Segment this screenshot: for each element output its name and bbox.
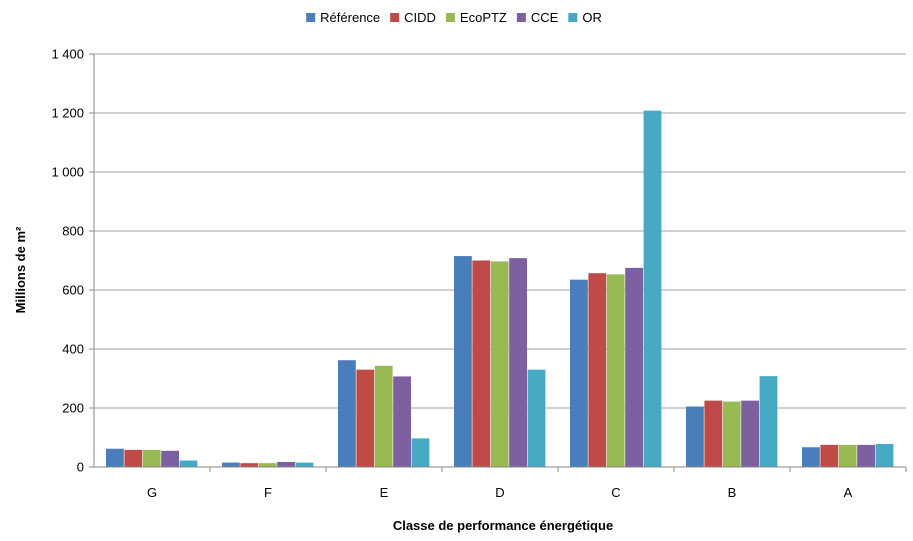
bar-rfrence-b	[686, 406, 704, 467]
legend-label: Référence	[320, 10, 380, 25]
bar-rfrence-c	[570, 279, 588, 467]
y-axis-title: Millions de m²	[13, 226, 28, 313]
bar-or-d	[527, 369, 546, 467]
legend-label: EcoPTZ	[460, 10, 507, 25]
bar-cce-f	[277, 461, 295, 467]
bar-cidd-f	[240, 463, 259, 467]
x-tick-label: G	[147, 485, 157, 500]
x-tick-label: D	[495, 485, 504, 500]
legend-label: OR	[582, 10, 602, 25]
bar-ecoptz-a	[838, 444, 857, 467]
bar-ecoptz-d	[490, 261, 509, 467]
y-tick-label: 200	[62, 401, 84, 416]
bar-rfrence-f	[222, 462, 240, 467]
x-tick-label: B	[728, 485, 737, 500]
bars	[106, 110, 894, 467]
y-tick-label: 1 400	[51, 47, 84, 62]
bar-ecoptz-g	[142, 449, 161, 467]
x-tick-label: A	[844, 485, 853, 500]
legend-swatch	[445, 13, 455, 22]
x-axis-title: Classe de performance énergétique	[393, 518, 613, 533]
legend-swatch	[568, 13, 578, 22]
bar-or-e	[411, 438, 430, 467]
x-tick-label: E	[380, 485, 389, 500]
legend-swatch	[390, 13, 400, 22]
bar-ecoptz-f	[258, 463, 277, 467]
bar-cce-d	[509, 258, 527, 467]
y-tick-label: 600	[62, 283, 84, 298]
bar-cidd-b	[704, 400, 723, 467]
x-tick-label: C	[611, 485, 620, 500]
bar-rfrence-a	[802, 447, 820, 467]
legend-swatch	[516, 13, 526, 22]
bar-cidd-c	[588, 273, 607, 467]
bar-or-g	[179, 460, 198, 467]
y-tick-label: 1 200	[51, 106, 84, 121]
bar-cidd-a	[820, 444, 839, 467]
bar-rfrence-g	[106, 448, 124, 467]
bar-cidd-e	[356, 369, 375, 467]
y-tick-label: 800	[62, 224, 84, 239]
bar-or-b	[759, 376, 778, 467]
bar-rfrence-d	[454, 256, 472, 467]
bar-ecoptz-c	[606, 274, 625, 467]
bar-cce-e	[393, 376, 411, 467]
bar-rfrence-e	[338, 360, 356, 467]
y-tick-label: 1 000	[51, 165, 84, 180]
legend-label: CIDD	[404, 10, 436, 25]
bar-cce-c	[625, 267, 643, 467]
chart-legend: Référence CIDD EcoPTZ CCE OR	[306, 10, 602, 25]
bar-cidd-d	[472, 260, 491, 467]
y-axis-ticks: 0 200 400 600 800 1 000 1 200 1 400	[51, 47, 94, 475]
bar-cidd-g	[124, 449, 143, 467]
axes	[93, 54, 906, 468]
bar-or-a	[875, 443, 894, 467]
y-tick-label: 0	[77, 460, 84, 475]
bar-cce-g	[161, 450, 179, 467]
legend-swatch	[306, 13, 316, 22]
bar-or-f	[295, 462, 314, 467]
bar-cce-a	[857, 444, 875, 467]
legend-label: CCE	[531, 10, 559, 25]
y-tick-label: 400	[62, 342, 84, 357]
bar-ecoptz-e	[374, 365, 393, 467]
bar-cce-b	[741, 400, 759, 467]
bar-ecoptz-b	[722, 401, 741, 467]
bar-or-c	[643, 110, 662, 467]
x-tick-label: F	[264, 485, 272, 500]
